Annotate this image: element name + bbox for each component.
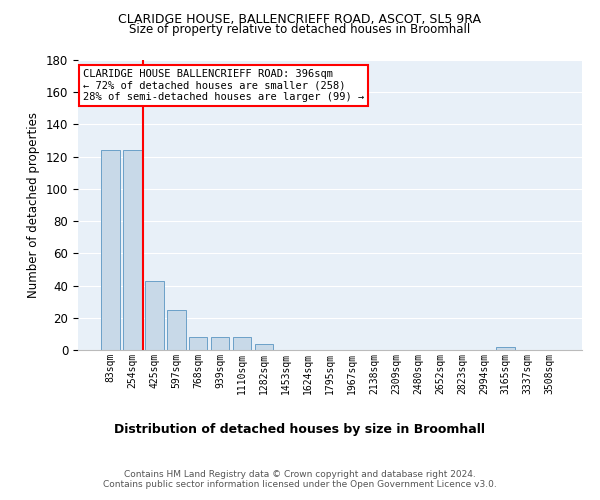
Text: Size of property relative to detached houses in Broomhall: Size of property relative to detached ho… xyxy=(130,22,470,36)
Text: Contains HM Land Registry data © Crown copyright and database right 2024.: Contains HM Land Registry data © Crown c… xyxy=(124,470,476,479)
Bar xyxy=(145,280,164,350)
Text: CLARIDGE HOUSE BALLENCRIEFF ROAD: 396sqm
← 72% of detached houses are smaller (2: CLARIDGE HOUSE BALLENCRIEFF ROAD: 396sqm… xyxy=(83,68,364,102)
Bar xyxy=(211,337,229,350)
Bar xyxy=(189,337,208,350)
Text: Distribution of detached houses by size in Broomhall: Distribution of detached houses by size … xyxy=(115,422,485,436)
Bar xyxy=(167,310,185,350)
Bar xyxy=(123,150,142,350)
Bar xyxy=(255,344,274,350)
Y-axis label: Number of detached properties: Number of detached properties xyxy=(28,112,40,298)
Bar xyxy=(496,347,515,350)
Bar xyxy=(101,150,119,350)
Text: Contains public sector information licensed under the Open Government Licence v3: Contains public sector information licen… xyxy=(103,480,497,489)
Text: CLARIDGE HOUSE, BALLENCRIEFF ROAD, ASCOT, SL5 9RA: CLARIDGE HOUSE, BALLENCRIEFF ROAD, ASCOT… xyxy=(119,12,482,26)
Bar xyxy=(233,337,251,350)
